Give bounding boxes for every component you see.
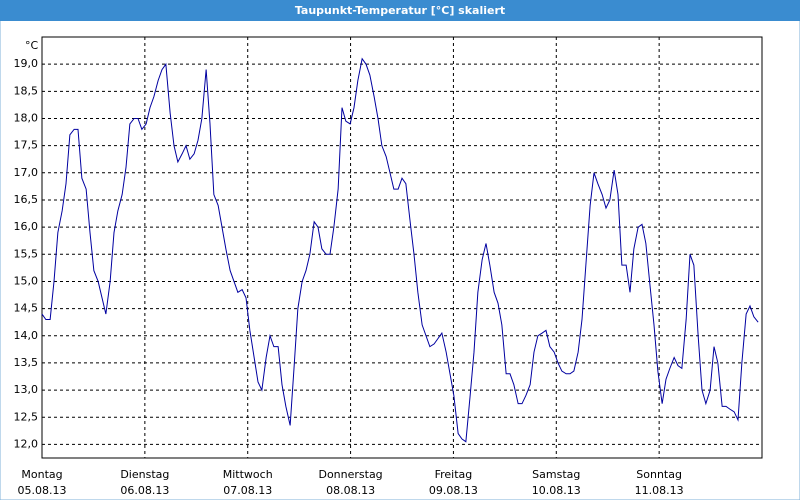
data-line	[41, 57, 759, 443]
y-tick-label: 17,5	[14, 139, 39, 152]
y-tick-label: 13,5	[14, 356, 39, 369]
y-tick-label: 13,0	[14, 383, 39, 396]
y-tick-label: 12,0	[14, 437, 39, 450]
y-tick-label: 19,0	[14, 57, 39, 70]
chart-title: Taupunkt-Temperatur [°C] skaliert	[295, 4, 505, 17]
y-tick-label: 12,5	[14, 410, 39, 423]
x-tick-label: Freitag	[435, 468, 473, 481]
x-tick-label: Montag	[21, 468, 62, 481]
y-tick-label: 14,5	[14, 302, 39, 315]
x-tick-date: 10.08.13	[532, 484, 581, 497]
y-tick-label: 15,0	[14, 274, 39, 287]
x-tick-label: Sonntag	[636, 468, 682, 481]
y-tick-label: 17,0	[14, 166, 39, 179]
x-tick-label: Samstag	[532, 468, 580, 481]
x-tick-label: Donnerstag	[318, 468, 382, 481]
x-tick-date: 06.08.13	[120, 484, 169, 497]
x-tick-date: 09.08.13	[429, 484, 478, 497]
x-tick-date: 08.08.13	[326, 484, 375, 497]
y-tick-label: 16,5	[14, 193, 39, 206]
x-tick-label: Mittwoch	[223, 468, 273, 481]
y-tick-label: 18,5	[14, 84, 39, 97]
y-tick-label: 14,0	[14, 329, 39, 342]
y-tick-label: 18,0	[14, 111, 39, 124]
y-tick-label: 16,0	[14, 220, 39, 233]
y-unit: °C	[25, 39, 39, 52]
x-tick-date: 11.08.13	[635, 484, 684, 497]
x-tick-label: Dienstag	[120, 468, 169, 481]
title-bar	[0, 0, 800, 21]
y-tick-label: 15,5	[14, 247, 39, 260]
x-tick-date: 05.08.13	[18, 484, 67, 497]
x-tick-date: 07.08.13	[223, 484, 272, 497]
